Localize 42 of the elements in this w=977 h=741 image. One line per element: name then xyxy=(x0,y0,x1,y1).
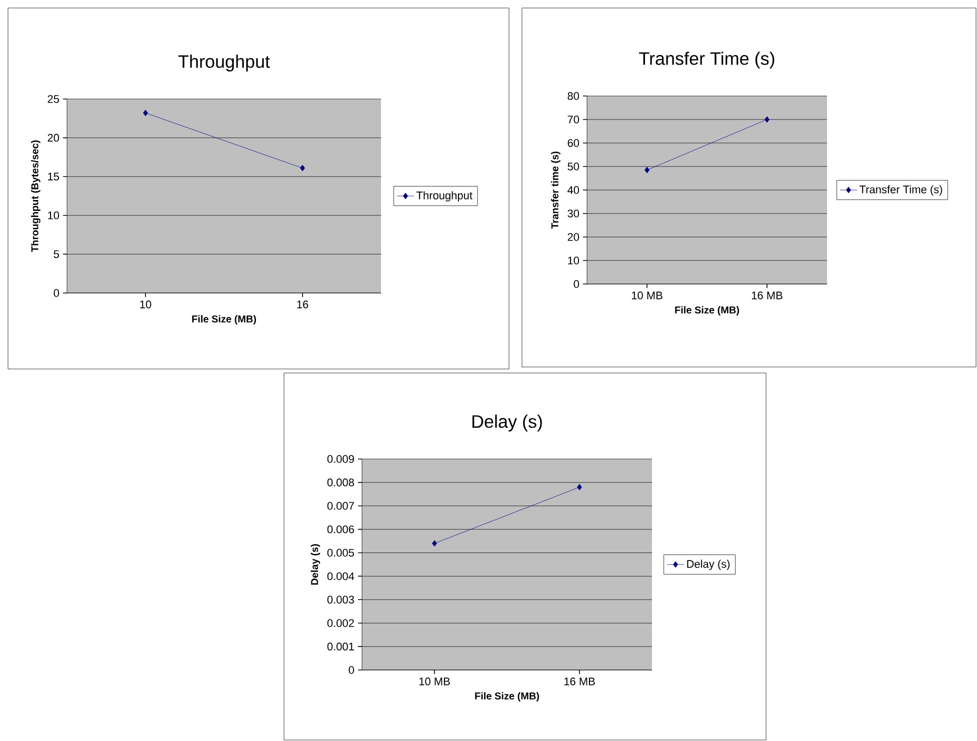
y-tick-label: 10 xyxy=(48,212,60,220)
legend-label: Throughput xyxy=(416,191,472,202)
x-axis-title: File Size (MB) xyxy=(675,306,740,316)
y-tick-label: 30 xyxy=(568,210,580,218)
x-tick-label: 16 MB xyxy=(564,678,595,686)
y-tick-label: 80 xyxy=(568,92,580,100)
y-tick-label: 0 xyxy=(54,289,60,297)
y-tick-label: 10 xyxy=(568,256,580,264)
y-tick-label: 0.003 xyxy=(327,596,354,604)
y-tick-label: 0.008 xyxy=(327,478,354,486)
y-tick-label: 50 xyxy=(568,162,580,170)
chart-title: Transfer Time (s) xyxy=(639,52,774,68)
y-tick-label: 70 xyxy=(568,116,580,124)
y-tick-label: 0.006 xyxy=(327,525,354,534)
y-tick-label: 0.007 xyxy=(327,502,354,510)
y-tick-label: 0.001 xyxy=(327,642,354,650)
y-tick-label: 0 xyxy=(348,666,354,674)
y-axis-title: Throughput (Bytes/sec) xyxy=(31,140,40,252)
y-tick-label: 0.005 xyxy=(327,548,354,557)
x-axis-title: File Size (MB) xyxy=(192,315,256,324)
y-axis-title: Delay (s) xyxy=(310,544,320,585)
legend-label: Delay (s) xyxy=(687,560,730,570)
y-tick-label: 5 xyxy=(54,250,60,258)
chart-title: Throughput xyxy=(178,54,270,72)
y-tick-label: 0.002 xyxy=(327,619,354,627)
y-tick-label: 60 xyxy=(568,139,580,147)
y-tick-label: 20 xyxy=(48,134,60,142)
y-tick-label: 20 xyxy=(568,233,580,241)
y-tick-label: 15 xyxy=(48,172,60,180)
x-tick-label: 16 xyxy=(297,300,308,308)
x-tick-label: 16 MB xyxy=(752,292,782,300)
y-tick-label: 0.004 xyxy=(327,572,354,580)
y-tick-label: 0.009 xyxy=(327,455,354,463)
x-axis-title: File Size (MB) xyxy=(475,692,540,702)
y-tick-label: 0 xyxy=(574,280,580,288)
legend-label: Transfer Time (s) xyxy=(860,185,942,196)
x-tick-label: 10 MB xyxy=(419,678,450,686)
chart-title: Delay (s) xyxy=(472,414,542,432)
y-axis-title: Transfer time (s) xyxy=(551,152,560,229)
y-tick-label: 25 xyxy=(48,95,60,103)
y-tick-label: 40 xyxy=(567,186,580,194)
x-tick-label: 10 MB xyxy=(632,292,662,300)
